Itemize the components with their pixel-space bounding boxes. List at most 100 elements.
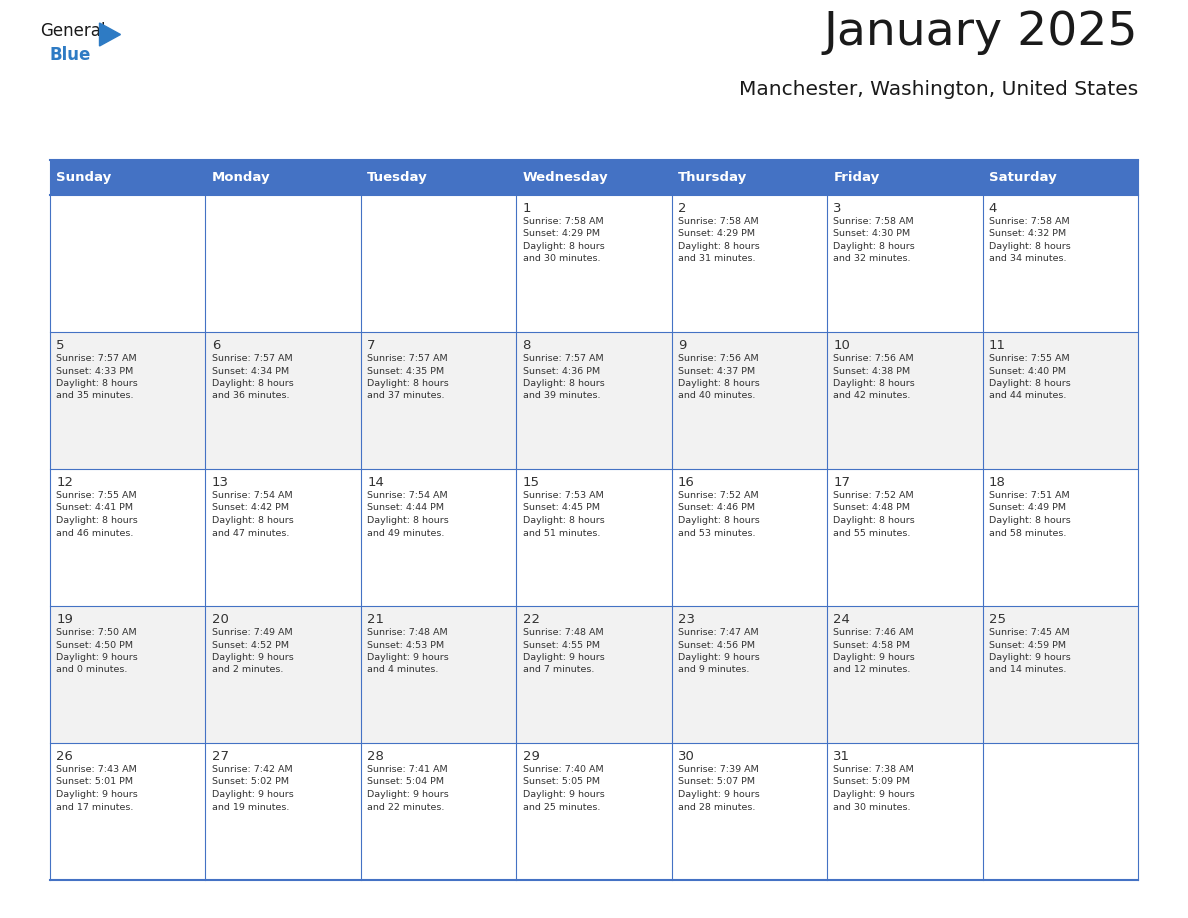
Text: Sunday: Sunday xyxy=(56,171,112,184)
Text: 11: 11 xyxy=(988,339,1006,352)
Text: Sunrise: 7:57 AM
Sunset: 4:36 PM
Daylight: 8 hours
and 39 minutes.: Sunrise: 7:57 AM Sunset: 4:36 PM Dayligh… xyxy=(523,354,605,400)
Text: Sunrise: 7:56 AM
Sunset: 4:38 PM
Daylight: 8 hours
and 42 minutes.: Sunrise: 7:56 AM Sunset: 4:38 PM Dayligh… xyxy=(833,354,915,400)
Bar xyxy=(827,160,982,195)
Bar xyxy=(517,195,671,332)
Bar xyxy=(206,332,361,469)
Bar xyxy=(982,743,1138,880)
Text: Sunrise: 7:54 AM
Sunset: 4:44 PM
Daylight: 8 hours
and 49 minutes.: Sunrise: 7:54 AM Sunset: 4:44 PM Dayligh… xyxy=(367,491,449,538)
Text: Sunrise: 7:58 AM
Sunset: 4:32 PM
Daylight: 8 hours
and 34 minutes.: Sunrise: 7:58 AM Sunset: 4:32 PM Dayligh… xyxy=(988,217,1070,263)
Bar xyxy=(827,743,982,880)
Text: 6: 6 xyxy=(211,339,220,352)
Bar xyxy=(982,195,1138,332)
Bar xyxy=(671,160,827,195)
Polygon shape xyxy=(100,23,120,46)
Bar xyxy=(361,606,517,743)
Bar xyxy=(50,469,206,606)
Bar xyxy=(206,743,361,880)
Bar xyxy=(517,332,671,469)
Text: 7: 7 xyxy=(367,339,375,352)
Text: Sunrise: 7:54 AM
Sunset: 4:42 PM
Daylight: 8 hours
and 47 minutes.: Sunrise: 7:54 AM Sunset: 4:42 PM Dayligh… xyxy=(211,491,293,538)
Bar xyxy=(671,469,827,606)
Text: 22: 22 xyxy=(523,613,539,626)
Text: 27: 27 xyxy=(211,750,228,763)
Bar xyxy=(827,469,982,606)
Bar xyxy=(361,743,517,880)
Text: Sunrise: 7:57 AM
Sunset: 4:35 PM
Daylight: 8 hours
and 37 minutes.: Sunrise: 7:57 AM Sunset: 4:35 PM Dayligh… xyxy=(367,354,449,400)
Text: Sunrise: 7:58 AM
Sunset: 4:29 PM
Daylight: 8 hours
and 30 minutes.: Sunrise: 7:58 AM Sunset: 4:29 PM Dayligh… xyxy=(523,217,605,263)
Text: 31: 31 xyxy=(833,750,851,763)
Text: 29: 29 xyxy=(523,750,539,763)
Text: Sunrise: 7:47 AM
Sunset: 4:56 PM
Daylight: 9 hours
and 9 minutes.: Sunrise: 7:47 AM Sunset: 4:56 PM Dayligh… xyxy=(678,628,759,675)
Text: Sunrise: 7:58 AM
Sunset: 4:29 PM
Daylight: 8 hours
and 31 minutes.: Sunrise: 7:58 AM Sunset: 4:29 PM Dayligh… xyxy=(678,217,759,263)
Bar xyxy=(982,606,1138,743)
Bar xyxy=(361,160,517,195)
Text: Sunrise: 7:50 AM
Sunset: 4:50 PM
Daylight: 9 hours
and 0 minutes.: Sunrise: 7:50 AM Sunset: 4:50 PM Dayligh… xyxy=(56,628,138,675)
Text: Sunrise: 7:56 AM
Sunset: 4:37 PM
Daylight: 8 hours
and 40 minutes.: Sunrise: 7:56 AM Sunset: 4:37 PM Dayligh… xyxy=(678,354,759,400)
Text: 1: 1 xyxy=(523,202,531,215)
Bar xyxy=(206,195,361,332)
Text: 30: 30 xyxy=(678,750,695,763)
Bar xyxy=(982,332,1138,469)
Text: 14: 14 xyxy=(367,476,384,489)
Text: 19: 19 xyxy=(56,613,74,626)
Text: Sunrise: 7:48 AM
Sunset: 4:53 PM
Daylight: 9 hours
and 4 minutes.: Sunrise: 7:48 AM Sunset: 4:53 PM Dayligh… xyxy=(367,628,449,675)
Bar xyxy=(982,469,1138,606)
Text: Manchester, Washington, United States: Manchester, Washington, United States xyxy=(739,80,1138,99)
Bar xyxy=(517,160,671,195)
Text: 28: 28 xyxy=(367,750,384,763)
Text: Sunrise: 7:51 AM
Sunset: 4:49 PM
Daylight: 8 hours
and 58 minutes.: Sunrise: 7:51 AM Sunset: 4:49 PM Dayligh… xyxy=(988,491,1070,538)
Text: Sunrise: 7:48 AM
Sunset: 4:55 PM
Daylight: 9 hours
and 7 minutes.: Sunrise: 7:48 AM Sunset: 4:55 PM Dayligh… xyxy=(523,628,605,675)
Text: Sunrise: 7:43 AM
Sunset: 5:01 PM
Daylight: 9 hours
and 17 minutes.: Sunrise: 7:43 AM Sunset: 5:01 PM Dayligh… xyxy=(56,765,138,812)
Bar xyxy=(361,332,517,469)
Bar xyxy=(827,195,982,332)
Text: 17: 17 xyxy=(833,476,851,489)
Bar xyxy=(982,160,1138,195)
Text: Sunrise: 7:52 AM
Sunset: 4:48 PM
Daylight: 8 hours
and 55 minutes.: Sunrise: 7:52 AM Sunset: 4:48 PM Dayligh… xyxy=(833,491,915,538)
Text: 21: 21 xyxy=(367,613,384,626)
Text: 10: 10 xyxy=(833,339,851,352)
Text: 26: 26 xyxy=(56,750,74,763)
Text: Sunrise: 7:46 AM
Sunset: 4:58 PM
Daylight: 9 hours
and 12 minutes.: Sunrise: 7:46 AM Sunset: 4:58 PM Dayligh… xyxy=(833,628,915,675)
Text: Sunrise: 7:55 AM
Sunset: 4:40 PM
Daylight: 8 hours
and 44 minutes.: Sunrise: 7:55 AM Sunset: 4:40 PM Dayligh… xyxy=(988,354,1070,400)
Text: Saturday: Saturday xyxy=(988,171,1056,184)
Text: 15: 15 xyxy=(523,476,539,489)
Bar xyxy=(671,606,827,743)
Text: Tuesday: Tuesday xyxy=(367,171,428,184)
Text: 18: 18 xyxy=(988,476,1006,489)
Bar xyxy=(671,743,827,880)
Text: 24: 24 xyxy=(833,613,851,626)
Text: Sunrise: 7:38 AM
Sunset: 5:09 PM
Daylight: 9 hours
and 30 minutes.: Sunrise: 7:38 AM Sunset: 5:09 PM Dayligh… xyxy=(833,765,915,812)
Text: Sunrise: 7:57 AM
Sunset: 4:33 PM
Daylight: 8 hours
and 35 minutes.: Sunrise: 7:57 AM Sunset: 4:33 PM Dayligh… xyxy=(56,354,138,400)
Bar xyxy=(827,606,982,743)
Text: Monday: Monday xyxy=(211,171,271,184)
Bar xyxy=(50,195,206,332)
Text: 23: 23 xyxy=(678,613,695,626)
Text: Wednesday: Wednesday xyxy=(523,171,608,184)
Bar xyxy=(671,332,827,469)
Bar xyxy=(517,606,671,743)
Bar xyxy=(206,160,361,195)
Text: Friday: Friday xyxy=(833,171,879,184)
Text: Sunrise: 7:53 AM
Sunset: 4:45 PM
Daylight: 8 hours
and 51 minutes.: Sunrise: 7:53 AM Sunset: 4:45 PM Dayligh… xyxy=(523,491,605,538)
Text: Sunrise: 7:39 AM
Sunset: 5:07 PM
Daylight: 9 hours
and 28 minutes.: Sunrise: 7:39 AM Sunset: 5:07 PM Dayligh… xyxy=(678,765,759,812)
Bar xyxy=(361,195,517,332)
Text: Sunrise: 7:52 AM
Sunset: 4:46 PM
Daylight: 8 hours
and 53 minutes.: Sunrise: 7:52 AM Sunset: 4:46 PM Dayligh… xyxy=(678,491,759,538)
Text: Sunrise: 7:58 AM
Sunset: 4:30 PM
Daylight: 8 hours
and 32 minutes.: Sunrise: 7:58 AM Sunset: 4:30 PM Dayligh… xyxy=(833,217,915,263)
Text: Sunrise: 7:57 AM
Sunset: 4:34 PM
Daylight: 8 hours
and 36 minutes.: Sunrise: 7:57 AM Sunset: 4:34 PM Dayligh… xyxy=(211,354,293,400)
Bar xyxy=(50,606,206,743)
Bar xyxy=(671,195,827,332)
Text: 4: 4 xyxy=(988,202,997,215)
Bar xyxy=(517,469,671,606)
Text: Thursday: Thursday xyxy=(678,171,747,184)
Text: Sunrise: 7:55 AM
Sunset: 4:41 PM
Daylight: 8 hours
and 46 minutes.: Sunrise: 7:55 AM Sunset: 4:41 PM Dayligh… xyxy=(56,491,138,538)
Text: Sunrise: 7:40 AM
Sunset: 5:05 PM
Daylight: 9 hours
and 25 minutes.: Sunrise: 7:40 AM Sunset: 5:05 PM Dayligh… xyxy=(523,765,605,812)
Text: 12: 12 xyxy=(56,476,74,489)
Bar xyxy=(517,743,671,880)
Text: 25: 25 xyxy=(988,613,1006,626)
Text: 9: 9 xyxy=(678,339,687,352)
Text: Sunrise: 7:45 AM
Sunset: 4:59 PM
Daylight: 9 hours
and 14 minutes.: Sunrise: 7:45 AM Sunset: 4:59 PM Dayligh… xyxy=(988,628,1070,675)
Text: Sunrise: 7:49 AM
Sunset: 4:52 PM
Daylight: 9 hours
and 2 minutes.: Sunrise: 7:49 AM Sunset: 4:52 PM Dayligh… xyxy=(211,628,293,675)
Bar xyxy=(50,160,206,195)
Bar xyxy=(827,332,982,469)
Text: January 2025: January 2025 xyxy=(823,10,1138,55)
